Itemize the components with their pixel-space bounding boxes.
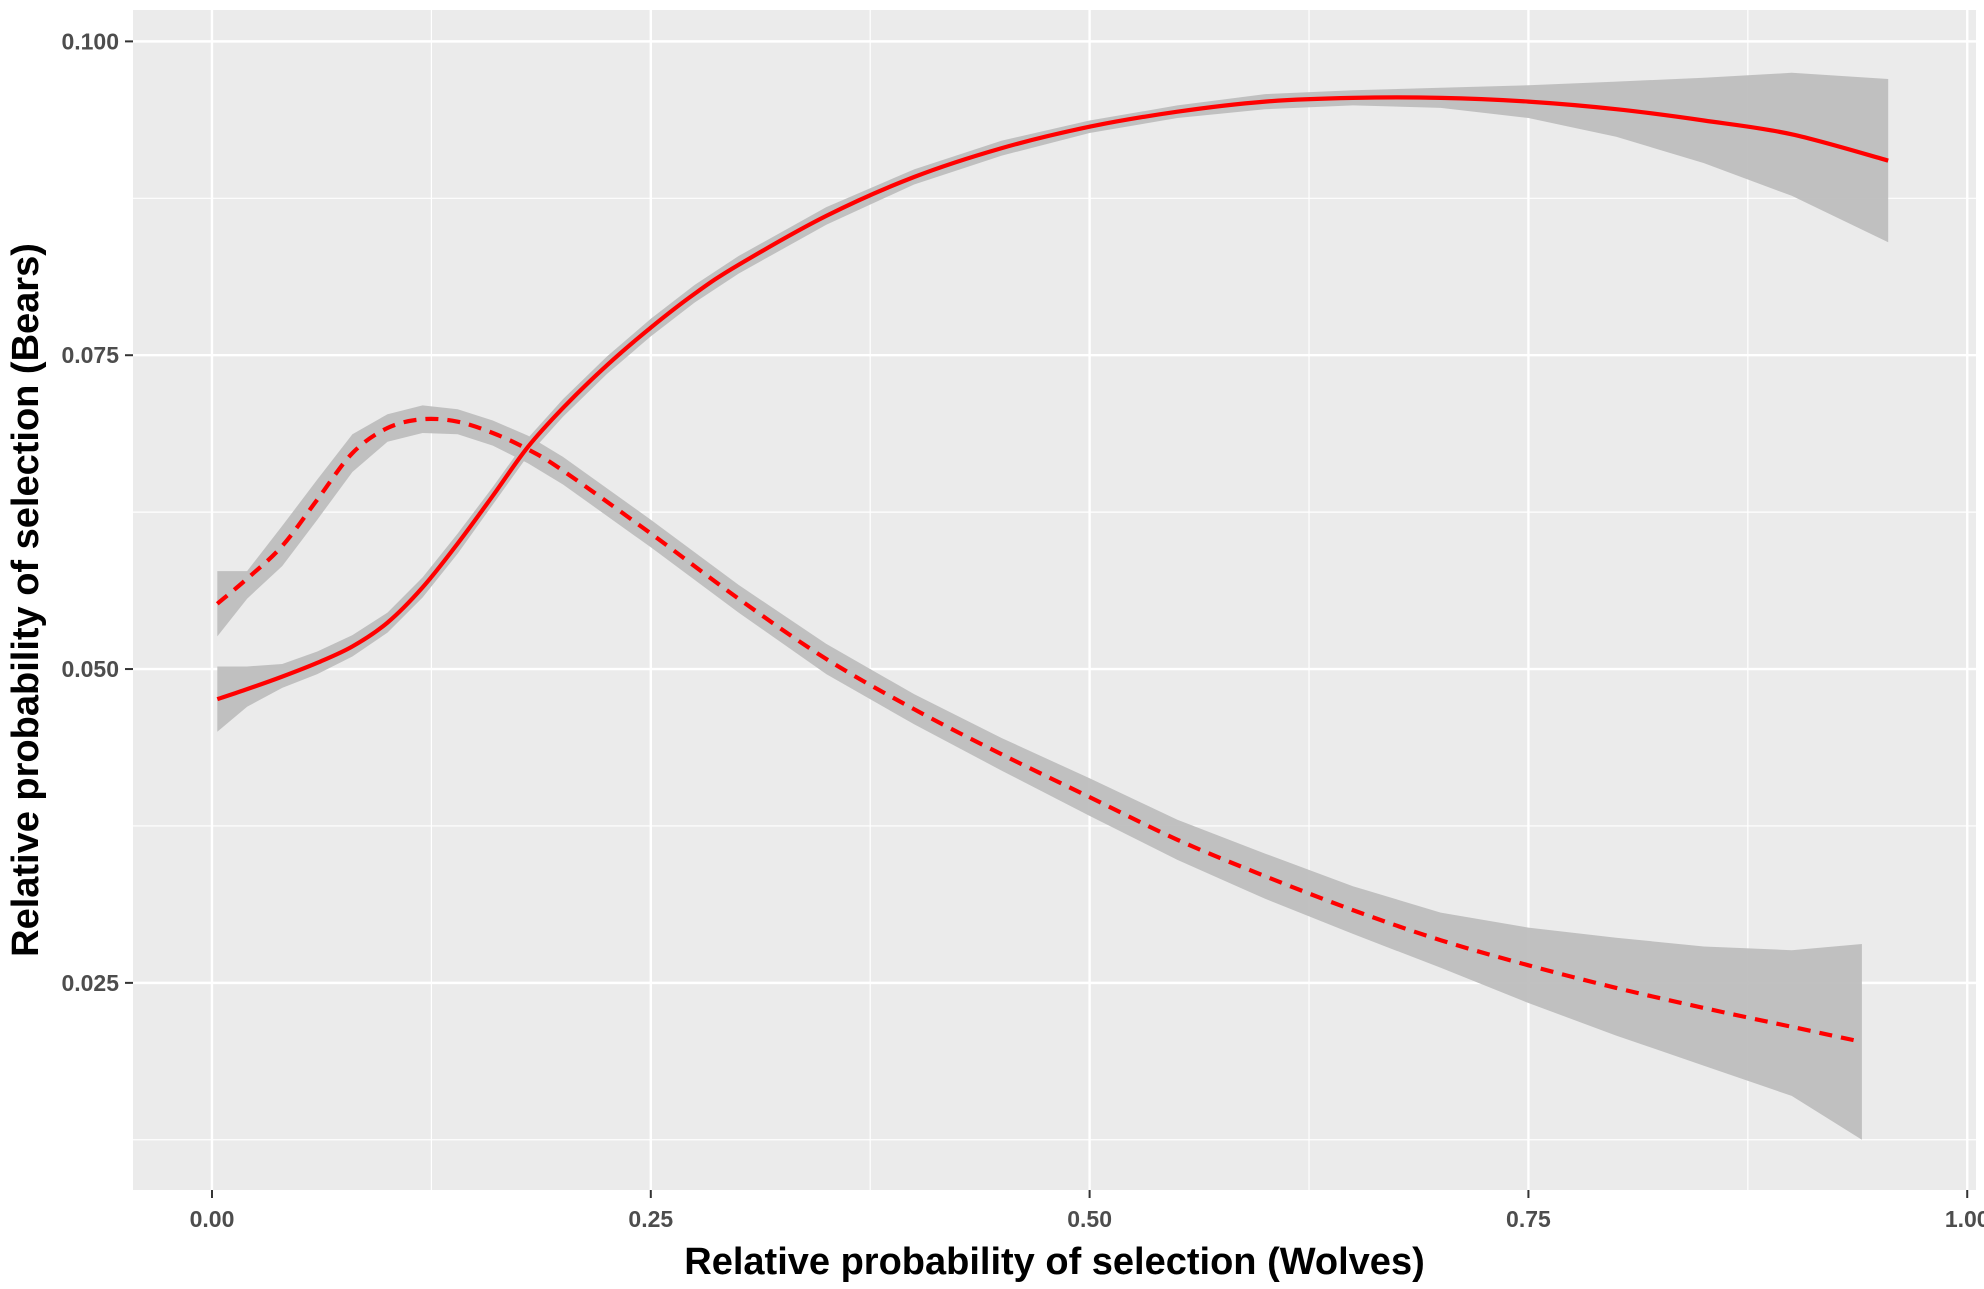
confidence-ribbon-1 xyxy=(217,72,1889,732)
x-tick-label: 0.00 xyxy=(190,1206,235,1232)
solid-series-line xyxy=(216,95,1889,702)
x-axis-title: Relative probability of selection (Wolve… xyxy=(684,1241,1424,1283)
x-tick-label: 0.75 xyxy=(1506,1206,1551,1232)
x-tick-label: 0.50 xyxy=(1067,1206,1112,1232)
y-tick-label: 0.075 xyxy=(61,342,119,368)
axes: 0.00 0.25 0.50 0.75 1.00 0.025 0.050 0.075 0.100 xyxy=(61,28,1984,1232)
y-tick-label: 0.050 xyxy=(61,656,119,682)
series-lines xyxy=(215,95,1889,1044)
y-tick-label: 0.025 xyxy=(61,970,119,996)
dashed-series-line xyxy=(215,416,1863,1044)
grid-lines xyxy=(133,10,1976,1190)
x-tick-label: 0.25 xyxy=(628,1206,673,1232)
x-tick-label: 1.00 xyxy=(1945,1206,1984,1232)
y-tick-label: 0.100 xyxy=(61,28,119,54)
y-axis-title: Relative probability of selection (Bears… xyxy=(5,243,47,957)
